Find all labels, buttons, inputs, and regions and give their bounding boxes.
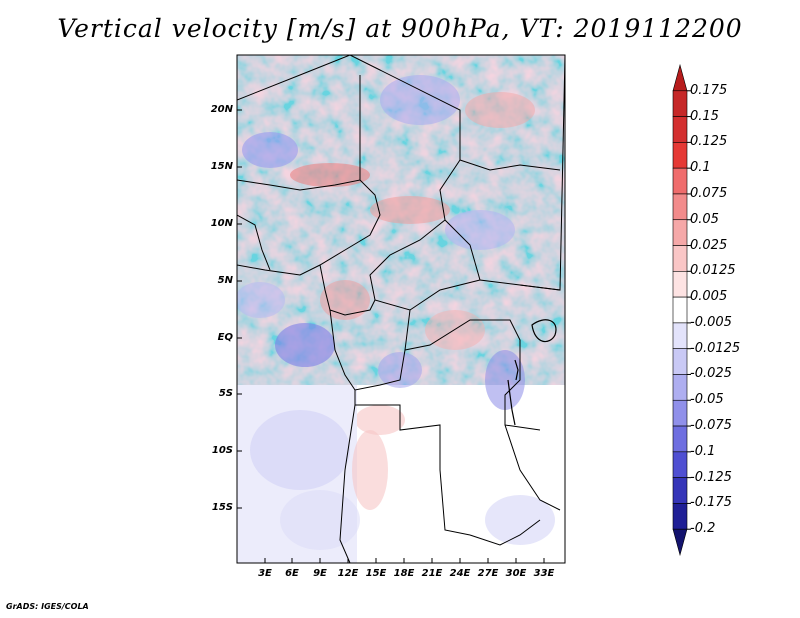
- footer-credit: GrADS: IGES/COLA: [6, 602, 89, 611]
- colorbar-segment: [672, 322, 688, 349]
- y-tick-label: 5S: [218, 388, 233, 399]
- colorbar-segment: [672, 399, 688, 427]
- map-frame: [236, 54, 566, 564]
- y-tick-label: 15N: [210, 161, 233, 172]
- colorbar-label: -0.175: [690, 495, 732, 511]
- colorbar-label: -0.025: [690, 366, 732, 382]
- colorbar-label: 0.125: [690, 134, 728, 150]
- colorbar-label: 0.15: [690, 108, 719, 124]
- y-tick-label: EQ: [217, 332, 233, 343]
- colorbar-segment: [672, 503, 688, 530]
- colorbar-label: -0.1: [690, 443, 716, 459]
- colorbar-label: 0.05: [690, 211, 719, 227]
- colorbar-segment: [672, 451, 688, 478]
- x-tick-label: 12E: [337, 568, 359, 579]
- chart-title: Vertical velocity [m/s] at 900hPa, VT: 2…: [57, 14, 743, 43]
- y-tick-label: 15S: [211, 502, 233, 513]
- colorbar-segment: [672, 296, 688, 324]
- y-tick-label: 20N: [210, 104, 233, 115]
- x-tick-label: 6E: [285, 568, 299, 579]
- x-tick-label: 21E: [421, 568, 443, 579]
- colorbar-segment: [672, 90, 688, 117]
- colorbar-label: 0.0125: [690, 263, 736, 279]
- colorbar-segment: [672, 245, 688, 272]
- x-tick-label: 9E: [313, 568, 327, 579]
- colorbar-label: -0.005: [690, 314, 732, 330]
- colorbar-segment: [672, 348, 688, 375]
- colorbar-label: 0.175: [690, 82, 728, 98]
- y-tick-label: 10S: [211, 445, 233, 456]
- x-tick-label: 18E: [393, 568, 415, 579]
- x-tick-label: 24E: [449, 568, 471, 579]
- x-tick-label: 27E: [477, 568, 499, 579]
- colorbar-segment: [672, 142, 688, 169]
- colorbar-segment: [672, 374, 688, 401]
- colorbar-segment: [672, 528, 688, 557]
- colorbar-segment: [672, 425, 688, 453]
- colorbar-label: -0.2: [690, 521, 716, 537]
- colorbar-segment: [672, 219, 688, 246]
- y-tick-label: 10N: [210, 218, 233, 229]
- colorbar: [672, 63, 691, 557]
- y-tick-label: 5N: [217, 275, 233, 286]
- colorbar-segment: [672, 271, 688, 298]
- colorbar-label: 0.1: [690, 160, 711, 176]
- colorbar-label: -0.125: [690, 469, 732, 485]
- colorbar-label: 0.025: [690, 237, 728, 253]
- colorbar-label: -0.05: [690, 392, 724, 408]
- colorbar-segment: [672, 63, 688, 92]
- x-tick-label: 30E: [505, 568, 527, 579]
- velocity-field: [237, 55, 565, 563]
- colorbar-segment: [672, 116, 688, 143]
- x-tick-label: 3E: [258, 568, 272, 579]
- x-tick-label: 15E: [365, 568, 387, 579]
- colorbar-label: 0.075: [690, 185, 728, 201]
- colorbar-segment: [672, 477, 688, 504]
- colorbar-label: 0.005: [690, 289, 728, 305]
- colorbar-label: -0.075: [690, 418, 732, 434]
- colorbar-segment: [672, 167, 688, 195]
- colorbar-segment: [672, 193, 688, 221]
- x-tick-label: 33E: [533, 568, 555, 579]
- colorbar-label: -0.0125: [690, 340, 741, 356]
